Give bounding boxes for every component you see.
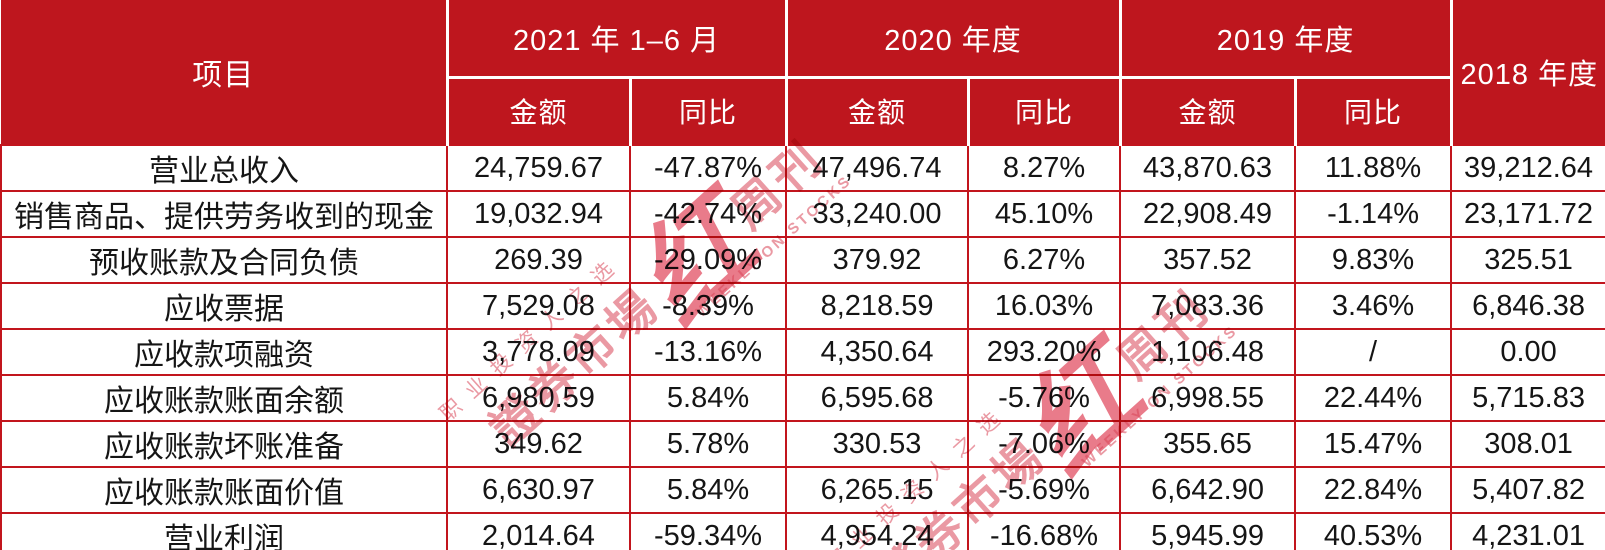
cell-value: -13.16% [628, 328, 788, 376]
cell-value: 22.44% [1294, 374, 1453, 422]
table-header: 项目 2021 年 1–6 月 2020 年度 2019 年度 2018 年度 … [1, 0, 1605, 145]
cell-value: 43,870.63 [1119, 144, 1297, 192]
cell-value: -5.69% [967, 466, 1122, 514]
cell-value: 6,998.55 [1119, 374, 1297, 422]
cell-value: 19,032.94 [446, 190, 631, 238]
cell-value: 5.78% [628, 420, 788, 468]
cell-value: 355.65 [1119, 420, 1297, 468]
cell-value: 6,980.59 [446, 374, 631, 422]
col-header-2020-yoy: 同比 [966, 75, 1122, 145]
table-row: 应收票据 7,529.08 -8.39% 8,218.59 16.03% 7,083.36… [0, 282, 1605, 330]
cell-value: 5,715.83 [1450, 374, 1605, 422]
cell-value: 269.39 [446, 236, 631, 284]
cell-value: 7,529.08 [446, 282, 631, 330]
cell-value: -16.68% [967, 512, 1122, 550]
row-label: 应收账款账面价值 [0, 466, 448, 514]
cell-value: 23,171.72 [1450, 190, 1605, 238]
cell-value: 6,265.15 [785, 466, 970, 514]
cell-value: 4,954.24 [785, 512, 970, 550]
col-header-2018: 2018 年度 [1449, 0, 1605, 145]
cell-value: / [1294, 328, 1453, 376]
cell-value: 3.46% [1294, 282, 1453, 330]
cell-value: 4,231.01 [1450, 512, 1605, 550]
cell-value: 16.03% [967, 282, 1122, 330]
cell-value: 39,212.64 [1450, 144, 1605, 192]
table-body: 营业总收入 24,759.67 -47.87% 47,496.74 8.27% 43,87… [0, 144, 1605, 550]
table-row: 应收款项融资 3,778.09 -13.16% 4,350.64 293.20% 1,10… [0, 328, 1605, 376]
cell-value: 5,407.82 [1450, 466, 1605, 514]
cell-value: -42.74% [628, 190, 788, 238]
cell-value: 6,642.90 [1119, 466, 1297, 514]
cell-value: 22.84% [1294, 466, 1453, 514]
cell-value: 33,240.00 [785, 190, 970, 238]
cell-value: 8,218.59 [785, 282, 970, 330]
cell-value: 47,496.74 [785, 144, 970, 192]
row-label: 应收账款坏账准备 [0, 420, 448, 468]
cell-value: -8.39% [628, 282, 788, 330]
cell-value: 9.83% [1294, 236, 1453, 284]
col-group-2019: 2019 年度 [1118, 0, 1453, 79]
col-header-2021-yoy: 同比 [628, 75, 788, 145]
cell-value: 40.53% [1294, 512, 1453, 550]
cell-value: -7.06% [967, 420, 1122, 468]
cell-value: 24,759.67 [446, 144, 631, 192]
cell-value: 4,350.64 [785, 328, 970, 376]
col-header-2020-amount: 金额 [784, 75, 970, 145]
cell-value: -47.87% [628, 144, 788, 192]
table-row: 销售商品、提供劳务收到的现金 19,032.94 -42.74% 33,240.00 4… [0, 190, 1605, 238]
table-row: 应收账款账面价值 6,630.97 5.84% 6,265.15 -5.69% 6,642… [0, 466, 1605, 514]
row-label: 营业总收入 [0, 144, 448, 192]
row-label: 应收票据 [0, 282, 448, 330]
cell-value: 11.88% [1294, 144, 1453, 192]
cell-value: 2,014.64 [446, 512, 631, 550]
cell-value: 3,778.09 [446, 328, 631, 376]
cell-value: 5,945.99 [1119, 512, 1297, 550]
cell-value: -5.76% [967, 374, 1122, 422]
row-label: 预收账款及合同负债 [0, 236, 448, 284]
cell-value: 5.84% [628, 374, 788, 422]
cell-value: 15.47% [1294, 420, 1453, 468]
cell-value: 325.51 [1450, 236, 1605, 284]
cell-value: -29.09% [628, 236, 788, 284]
cell-value: -59.34% [628, 512, 788, 550]
cell-value: 1,106.48 [1119, 328, 1297, 376]
col-header-2019-yoy: 同比 [1293, 75, 1452, 145]
col-header-item: 项目 [1, 0, 449, 145]
table-row: 应收账款账面余额 6,980.59 5.84% 6,595.68 -5.76% 6,998… [0, 374, 1605, 422]
row-label: 应收账款账面余额 [0, 374, 448, 422]
cell-value: 357.52 [1119, 236, 1297, 284]
cell-value: 22,908.49 [1119, 190, 1297, 238]
cell-value: 5.84% [628, 466, 788, 514]
col-header-2019-amount: 金额 [1118, 75, 1297, 145]
cell-value: 330.53 [785, 420, 970, 468]
cell-value: 6,846.38 [1450, 282, 1605, 330]
row-label: 应收款项融资 [0, 328, 448, 376]
cell-value: 8.27% [967, 144, 1122, 192]
cell-value: 349.62 [446, 420, 631, 468]
header-sub-row: 金额 同比 金额 同比 金额 同比 [1, 75, 1605, 145]
header-group-row: 项目 2021 年 1–6 月 2020 年度 2019 年度 2018 年度 [1, 0, 1605, 145]
row-label: 营业利润 [0, 512, 448, 550]
cell-value: -1.14% [1294, 190, 1453, 238]
cell-value: 379.92 [785, 236, 970, 284]
table-row: 营业利润 2,014.64 -59.34% 4,954.24 -16.68% 5,945.… [0, 512, 1605, 550]
cell-value: 308.01 [1450, 420, 1605, 468]
cell-value: 6,595.68 [785, 374, 970, 422]
cell-value: 0.00 [1450, 328, 1605, 376]
table-row: 预收账款及合同负债 269.39 -29.09% 379.92 6.27% 357.52 9… [0, 236, 1605, 284]
col-group-2020: 2020 年度 [784, 0, 1122, 79]
cell-value: 45.10% [967, 190, 1122, 238]
cell-value: 293.20% [967, 328, 1122, 376]
cell-value: 6,630.97 [446, 466, 631, 514]
table-row: 应收账款坏账准备 349.62 5.78% 330.53 -7.06% 355.65 15.… [0, 420, 1605, 468]
table-row: 营业总收入 24,759.67 -47.87% 47,496.74 8.27% 43,87… [0, 144, 1605, 192]
col-header-2021-amount: 金额 [447, 75, 632, 145]
col-group-2021: 2021 年 1–6 月 [445, 0, 788, 79]
row-label: 销售商品、提供劳务收到的现金 [0, 190, 448, 238]
cell-value: 7,083.36 [1119, 282, 1297, 330]
cell-value: 6.27% [967, 236, 1122, 284]
